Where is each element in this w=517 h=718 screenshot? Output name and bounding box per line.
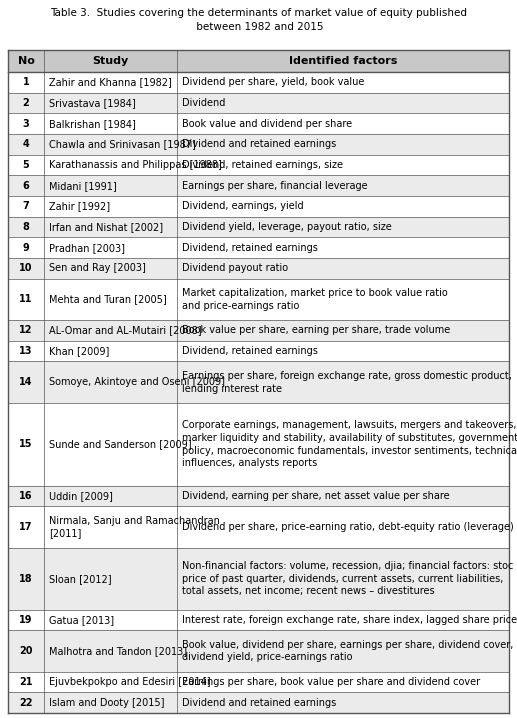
Text: AL-Omar and AL-Mutairi [2008]: AL-Omar and AL-Mutairi [2008] (49, 325, 202, 335)
Text: Earnings per share, book value per share and dividend cover: Earnings per share, book value per share… (182, 677, 480, 687)
Text: 12: 12 (19, 325, 33, 335)
Text: Nirmala, Sanju and Ramachandran
[2011]: Nirmala, Sanju and Ramachandran [2011] (49, 516, 220, 538)
Text: Non-financial factors: volume, recession, djia; financial factors: stoc
price of: Non-financial factors: volume, recession… (182, 561, 513, 597)
Text: Karathanassis and Philippas [1988]: Karathanassis and Philippas [1988] (49, 160, 222, 170)
Text: 17: 17 (19, 522, 33, 532)
Text: Malhotra and Tandon [2013]: Malhotra and Tandon [2013] (49, 646, 187, 656)
Text: Interest rate, foreign exchange rate, share index, lagged share price: Interest rate, foreign exchange rate, sh… (182, 615, 517, 625)
Bar (8, 50, 509, 72)
Text: 7: 7 (23, 202, 29, 211)
Text: Khan [2009]: Khan [2009] (49, 346, 110, 356)
Bar (8, 610, 509, 630)
Bar (8, 279, 509, 320)
Text: 22: 22 (19, 698, 33, 708)
Text: 20: 20 (19, 646, 33, 656)
Bar (8, 72, 509, 93)
Text: Chawla and Srinivasan [1987]: Chawla and Srinivasan [1987] (49, 139, 196, 149)
Text: Mehta and Turan [2005]: Mehta and Turan [2005] (49, 294, 167, 304)
Text: Islam and Dooty [2015]: Islam and Dooty [2015] (49, 698, 164, 708)
Text: Gatua [2013]: Gatua [2013] (49, 615, 114, 625)
Text: Dividend, retained earnings, size: Dividend, retained earnings, size (182, 160, 343, 170)
Bar (8, 630, 509, 671)
Text: Somoye, Akintoye and Oseni [2009]: Somoye, Akintoye and Oseni [2009] (49, 377, 225, 387)
Text: Dividend and retained earnings: Dividend and retained earnings (182, 139, 336, 149)
Bar (8, 671, 509, 692)
Text: 6: 6 (23, 181, 29, 191)
Bar (8, 692, 509, 713)
Text: Dividend, retained earnings: Dividend, retained earnings (182, 243, 318, 253)
Bar (8, 320, 509, 341)
Text: Dividend, earnings, yield: Dividend, earnings, yield (182, 202, 303, 211)
Bar (8, 238, 509, 258)
Bar (8, 548, 509, 610)
Text: Earnings per share, foreign exchange rate, gross domestic product,
lending inter: Earnings per share, foreign exchange rat… (182, 370, 512, 393)
Text: Dividend, earning per share, net asset value per share: Dividend, earning per share, net asset v… (182, 491, 449, 501)
Text: Zahir [1992]: Zahir [1992] (49, 202, 110, 211)
Text: 4: 4 (23, 139, 29, 149)
Text: Identified factors: Identified factors (288, 56, 397, 66)
Text: Corporate earnings, management, lawsuits, mergers and takeovers,
marker liquidit: Corporate earnings, management, lawsuits… (182, 420, 517, 468)
Text: Sen and Ray [2003]: Sen and Ray [2003] (49, 264, 146, 274)
Text: 10: 10 (19, 264, 33, 274)
Bar (8, 154, 509, 175)
Text: 11: 11 (19, 294, 33, 304)
Text: Dividend and retained earnings: Dividend and retained earnings (182, 698, 336, 708)
Text: 19: 19 (19, 615, 33, 625)
Text: Table 3.  Studies covering the determinants of market value of equity published
: Table 3. Studies covering the determinan… (50, 8, 467, 32)
Text: Book value, dividend per share, earnings per share, dividend cover,
dividend yie: Book value, dividend per share, earnings… (182, 640, 513, 663)
Text: 16: 16 (19, 491, 33, 501)
Text: Balkrishan [1984]: Balkrishan [1984] (49, 118, 136, 129)
Bar (8, 258, 509, 279)
Text: Pradhan [2003]: Pradhan [2003] (49, 243, 125, 253)
Bar (8, 134, 509, 154)
Text: 15: 15 (19, 439, 33, 449)
Bar (8, 175, 509, 196)
Text: Ejuvbekpokpo and Edesiri [2014]: Ejuvbekpokpo and Edesiri [2014] (49, 677, 211, 687)
Bar (8, 506, 509, 548)
Text: Dividend, retained earnings: Dividend, retained earnings (182, 346, 318, 356)
Bar (8, 403, 509, 485)
Bar (8, 113, 509, 134)
Text: No: No (18, 56, 35, 66)
Bar (8, 361, 509, 403)
Bar (8, 341, 509, 361)
Text: Srivastava [1984]: Srivastava [1984] (49, 98, 136, 108)
Text: 5: 5 (23, 160, 29, 170)
Text: Irfan and Nishat [2002]: Irfan and Nishat [2002] (49, 222, 163, 232)
Text: Market capitalization, market price to book value ratio
and price-earnings ratio: Market capitalization, market price to b… (182, 288, 448, 311)
Text: 13: 13 (19, 346, 33, 356)
Text: 21: 21 (19, 677, 33, 687)
Text: Earnings per share, financial leverage: Earnings per share, financial leverage (182, 181, 368, 191)
Text: Midani [1991]: Midani [1991] (49, 181, 117, 191)
Text: 1: 1 (23, 78, 29, 88)
Text: Uddin [2009]: Uddin [2009] (49, 491, 113, 501)
Text: 14: 14 (19, 377, 33, 387)
Text: 2: 2 (23, 98, 29, 108)
Text: Book value per share, earning per share, trade volume: Book value per share, earning per share,… (182, 325, 450, 335)
Text: Study: Study (93, 56, 129, 66)
Text: Dividend: Dividend (182, 98, 225, 108)
Text: Book value and dividend per share: Book value and dividend per share (182, 118, 352, 129)
Text: Dividend yield, leverage, payout ratio, size: Dividend yield, leverage, payout ratio, … (182, 222, 391, 232)
Text: 8: 8 (23, 222, 29, 232)
Text: Dividend per share, price-earning ratio, debt-equity ratio (leverage): Dividend per share, price-earning ratio,… (182, 522, 513, 532)
Text: Dividend payout ratio: Dividend payout ratio (182, 264, 288, 274)
Text: Sloan [2012]: Sloan [2012] (49, 574, 112, 584)
Text: Zahir and Khanna [1982]: Zahir and Khanna [1982] (49, 78, 172, 88)
Bar (8, 485, 509, 506)
Text: Dividend per share, yield, book value: Dividend per share, yield, book value (182, 78, 364, 88)
Text: 9: 9 (23, 243, 29, 253)
Bar (8, 217, 509, 238)
Text: 18: 18 (19, 574, 33, 584)
Text: Sunde and Sanderson [2009]: Sunde and Sanderson [2009] (49, 439, 192, 449)
Text: 3: 3 (23, 118, 29, 129)
Bar (8, 93, 509, 113)
Bar (8, 196, 509, 217)
